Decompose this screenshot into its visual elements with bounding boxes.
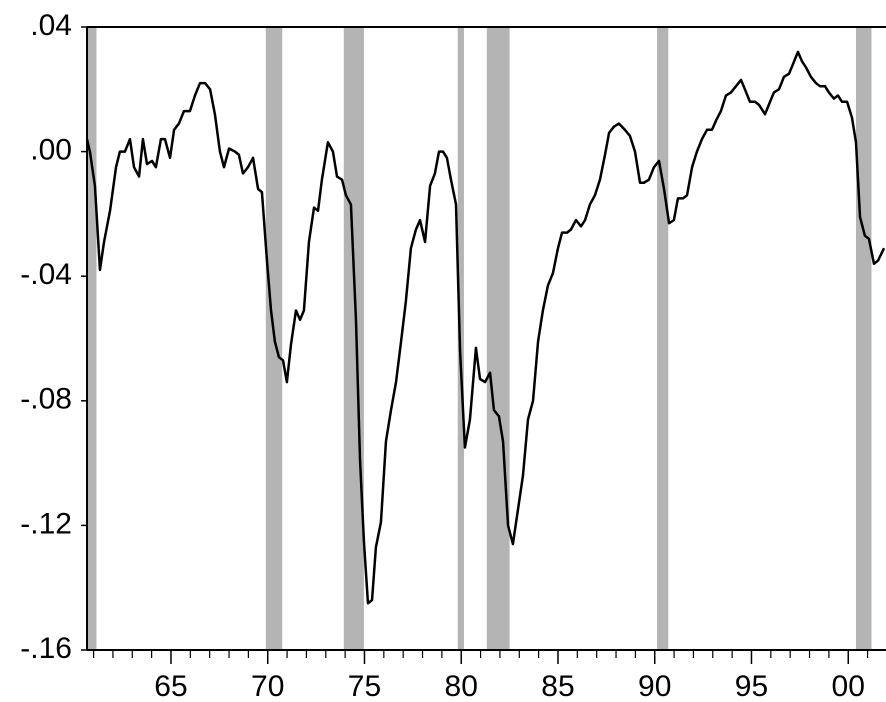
y-tick-label: -.04 — [20, 258, 72, 291]
data-line — [85, 50, 886, 605]
x-tick-label: 95 — [735, 670, 768, 702]
x-tick-label: 65 — [154, 670, 187, 702]
y-tick-label: .00 — [30, 134, 72, 167]
y-tick-label: -.08 — [20, 383, 72, 416]
shaded-period — [855, 27, 872, 650]
y-tick-label: -.16 — [20, 632, 72, 665]
shaded-period — [657, 27, 669, 650]
x-tick-label: 00 — [832, 670, 865, 702]
x-tick-label: 90 — [638, 670, 671, 702]
y-tick-label: -.12 — [20, 507, 72, 540]
y-tick-label: .04 — [30, 9, 72, 42]
shaded-period — [87, 27, 97, 650]
x-tick-label: 75 — [348, 670, 381, 702]
shaded-period — [343, 27, 364, 650]
shaded-period — [486, 27, 510, 650]
x-tick-label: 70 — [251, 670, 284, 702]
x-tick-label: 80 — [445, 670, 478, 702]
x-tick-label: 85 — [541, 670, 574, 702]
